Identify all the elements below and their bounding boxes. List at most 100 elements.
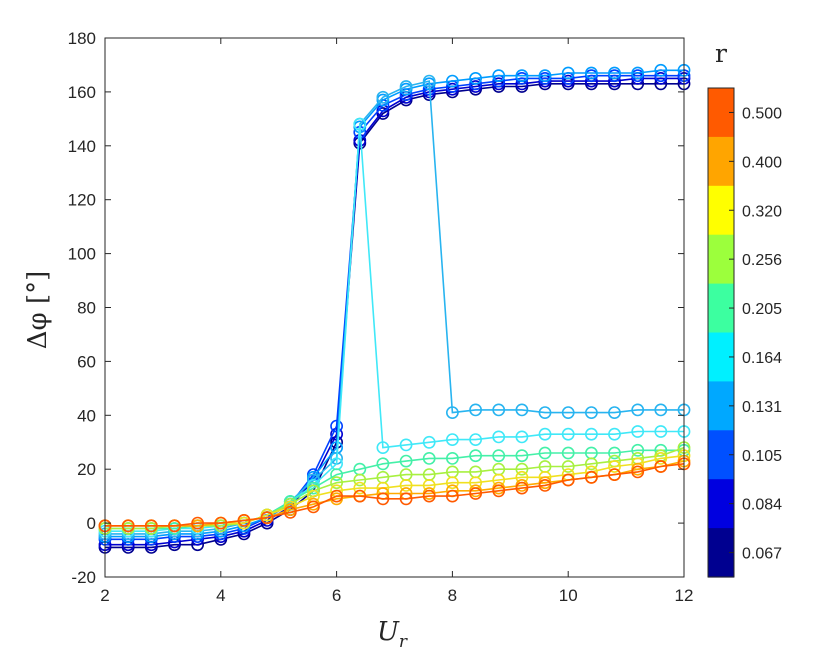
data-point [353,117,367,131]
y-tick-label: 40 [77,406,96,425]
data-point [631,403,645,417]
data-point [237,514,251,527]
data-point [422,74,436,88]
data-point [515,69,529,83]
data-point [561,446,575,460]
data-point [515,430,529,444]
data-point [538,427,552,441]
x-axis: 2 4 6 8 10 12 [100,38,693,605]
y-axis-title: Δφ [°] [23,271,53,350]
data-point [144,519,158,533]
plot-area [98,37,691,578]
data-point [561,460,575,473]
data-point [330,489,343,503]
data-point [399,492,413,506]
colorbar: 0.500 0.400 0.320 0.256 0.205 0.164 0.131 0.105… [707,87,782,578]
colorbar-label: 0.256 [742,252,782,269]
data-point [353,481,367,495]
data-point [168,519,181,533]
data-point [492,403,506,417]
data-point [469,403,482,417]
data-point [515,481,529,495]
data-point [469,487,482,500]
colorbar-label: 0.205 [742,301,782,318]
data-point [608,460,621,473]
x-tick-label: 4 [216,586,225,605]
y-axis: -20 0 20 40 60 80 100 120 140 160 180 [68,29,684,587]
data-point [608,66,621,80]
colorbar-label: 0.164 [742,350,782,367]
y-tick-label: 20 [77,460,96,479]
colorbar-label: 0.105 [742,448,782,465]
data-point [445,74,459,88]
data-point [376,492,390,506]
colorbar-label: 0.400 [742,154,782,171]
data-point [538,406,552,419]
data-point [631,443,645,457]
colorbar-label: 0.320 [742,203,782,220]
data-point [561,427,575,441]
colorbar-label: 0.084 [742,497,782,514]
data-point [445,433,459,446]
data-point [469,433,482,446]
series-line [105,463,685,527]
data-point [561,406,575,419]
data-point [585,457,598,471]
data-point [330,468,343,481]
data-point [260,511,274,525]
data-point [608,427,621,441]
data-point [608,446,621,460]
data-point [353,473,367,487]
data-point [492,449,506,463]
data-point [353,489,367,503]
y-tick-label: -20 [71,568,96,587]
data-point [538,446,552,460]
data-point [561,473,575,487]
data-point [492,430,506,444]
data-point [515,403,529,417]
data-point [376,457,390,471]
x-tick-label: 12 [675,586,694,605]
y-axis-label: Δφ [°] [23,271,53,350]
data-point [191,516,204,530]
data-point [538,69,552,83]
data-point [445,489,459,503]
data-point [492,69,506,83]
data-point [306,500,320,514]
data-point [631,465,645,479]
x-tick-label: 6 [332,586,341,605]
y-tick-label: 160 [68,83,96,102]
data-point [376,441,390,454]
data-point [469,449,482,463]
data-point [469,72,482,85]
data-point [376,90,390,104]
x-axis-title: Ur [377,617,408,651]
plot-background [105,38,684,577]
data-point [330,419,343,433]
data-point [654,451,668,465]
data-point [561,66,575,80]
x-tick-label: 10 [559,586,578,605]
x-tick-label: 8 [448,586,457,605]
colorbar-title: r [715,39,727,68]
x-axis-label: Ur [377,617,408,651]
data-point [654,403,668,417]
data-point [654,460,668,473]
data-point [422,435,436,449]
data-point [585,470,598,484]
data-point [445,406,459,419]
colorbar-frame [707,87,735,578]
y-tick-label: 0 [87,514,96,533]
data-point [654,63,668,77]
data-point [631,66,645,80]
data-point [399,454,413,468]
data-point [515,462,529,476]
data-point [445,476,459,490]
data-point [608,406,621,419]
y-tick-label: 140 [68,137,96,156]
colorbar-label: 0.067 [742,546,782,563]
x-tick-label: 2 [100,586,109,605]
data-point [214,516,228,530]
data-point [492,484,506,498]
colorbar-label: 0.500 [742,105,782,122]
